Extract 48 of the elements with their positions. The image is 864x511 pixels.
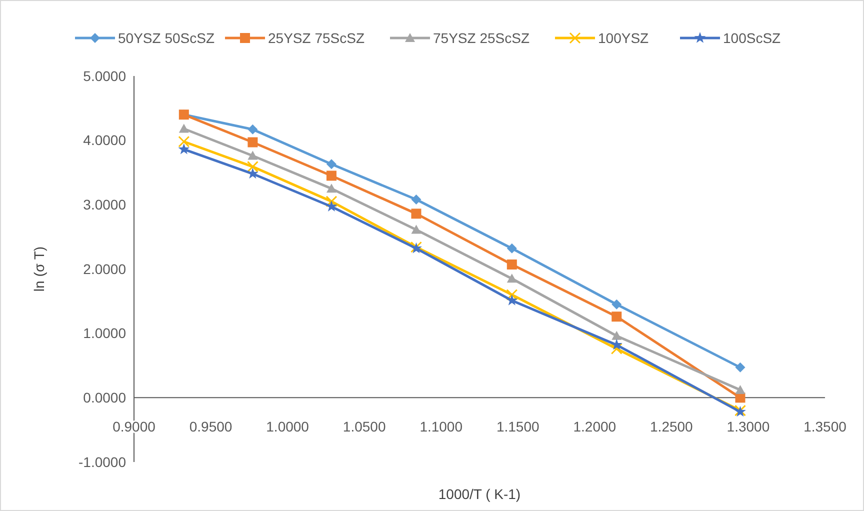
point <box>506 243 517 254</box>
point <box>506 294 518 306</box>
x-tick-label: 1.2500 <box>650 418 694 435</box>
x-tick-label: 1.3000 <box>726 418 770 435</box>
x-tick-label: 1.2000 <box>573 418 616 435</box>
point <box>178 124 189 133</box>
x-tick-label: 0.9500 <box>189 418 232 435</box>
point <box>411 224 422 234</box>
point <box>411 194 422 205</box>
y-tick-label: -1.0000 <box>78 454 126 470</box>
point <box>506 259 517 270</box>
x-tick-label: 1.3500 <box>804 418 847 435</box>
point <box>248 150 258 160</box>
point <box>735 384 746 394</box>
point <box>326 170 336 181</box>
legend-label: 100ScSZ <box>723 30 782 46</box>
point <box>612 299 622 310</box>
legend-label: 100YSZ <box>598 30 650 46</box>
point <box>506 274 517 283</box>
y-tick-label: 1.0000 <box>83 325 126 342</box>
y-tick-label: 2.0000 <box>83 260 126 277</box>
y-axis-title: ln (σ T) <box>31 246 47 292</box>
y-tick-label: 0.0000 <box>83 390 126 406</box>
point <box>326 159 336 170</box>
y-tick-label: 3.0000 <box>83 196 126 213</box>
point <box>506 288 518 300</box>
x-tick-label: 1.1000 <box>420 418 463 435</box>
y-tick-label: 5.0000 <box>83 68 126 84</box>
y-tick-label: 4.0000 <box>83 132 126 148</box>
point <box>612 312 622 322</box>
point <box>178 143 190 154</box>
point <box>246 160 258 172</box>
point <box>326 196 338 208</box>
x-tick-label: 1.0500 <box>342 418 386 435</box>
x-tick-label: 1.0000 <box>266 418 310 435</box>
point <box>248 124 258 134</box>
point <box>178 136 190 148</box>
legend-label: 25YSZ 75ScSZ <box>268 30 365 46</box>
x-tick-label: 1.1500 <box>496 418 540 435</box>
legend-label: 50YSZ 50ScSZ <box>118 30 215 46</box>
x-axis-title: 1000/T ( K-1) <box>438 486 521 502</box>
point <box>610 343 622 355</box>
legend-label: 75YSZ 25ScSZ <box>433 30 530 46</box>
point <box>326 184 336 193</box>
point <box>735 362 746 372</box>
point <box>411 208 422 219</box>
point <box>612 330 622 340</box>
point <box>248 137 258 148</box>
